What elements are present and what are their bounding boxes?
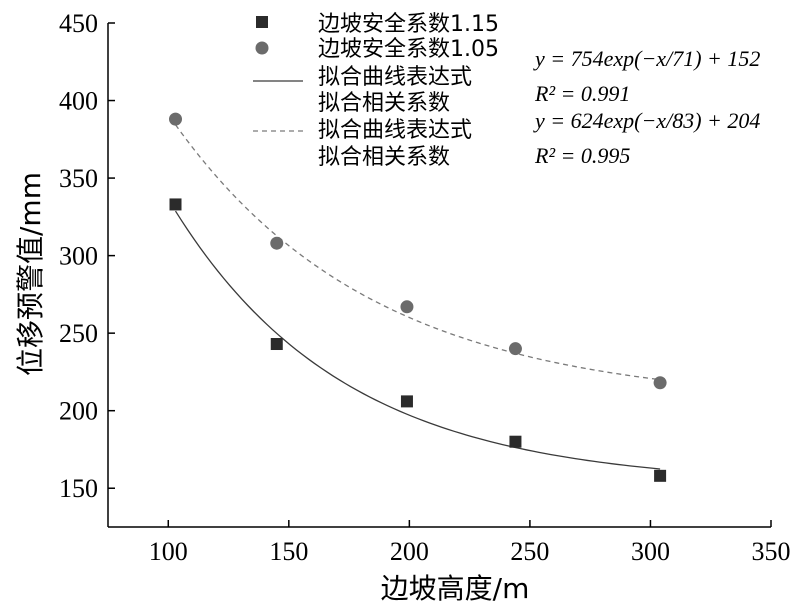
legend-label-fit-2-r2: 拟合相关系数 [318, 145, 450, 170]
legend-circle-marker [255, 41, 269, 55]
legend-label-series-2: 边坡安全系数1.05 [318, 37, 499, 62]
circle-marker [653, 376, 667, 390]
square-marker [400, 395, 413, 408]
x-tick-label: 250 [510, 537, 549, 566]
square-marker [169, 198, 182, 211]
legend-label-fit-2: 拟合曲线表达式 [318, 118, 472, 143]
square-marker [509, 435, 522, 448]
fit-1-equation: y = 754exp(−x/71) + 152 [533, 46, 760, 71]
legend-label-fit-1: 拟合曲线表达式 [318, 65, 472, 90]
x-tick-label: 350 [752, 537, 791, 566]
fit-2-r2: R² = 0.995 [534, 143, 630, 168]
x-tick-label: 300 [631, 537, 670, 566]
y-tick-label: 250 [59, 319, 98, 348]
fit-2-equation: y = 624exp(−x/83) + 204 [533, 108, 760, 133]
fit-lines [174, 124, 661, 470]
circle-marker [169, 112, 183, 126]
y-tick-label: 150 [59, 474, 98, 503]
y-tick-label: 450 [59, 9, 98, 38]
x-axis-title: 边坡高度/m [381, 572, 530, 605]
y-axis-title: 位移预警值/mm [14, 172, 47, 376]
y-tick-label: 200 [59, 397, 98, 426]
fit-curve-1 [174, 210, 661, 470]
x-tick-label: 200 [390, 537, 429, 566]
axes: 100 150 200 250 300 350 150 200 250 300 350 400 450 [59, 9, 791, 566]
y-tick-label: 350 [59, 164, 98, 193]
fit-curve-2 [174, 124, 661, 381]
data-markers [169, 112, 667, 482]
square-marker [654, 469, 667, 482]
x-tick-label: 150 [269, 537, 308, 566]
y-tick-label: 400 [59, 87, 98, 116]
fit-1-r2: R² = 0.991 [534, 81, 630, 106]
x-tick-label: 100 [149, 537, 188, 566]
circle-marker [270, 236, 284, 250]
legend-square-marker [256, 16, 268, 28]
y-tick-label: 300 [59, 242, 98, 271]
circle-marker [400, 300, 414, 314]
circle-marker [508, 342, 522, 356]
square-marker [270, 338, 283, 351]
legend-label-fit-1-r2: 拟合相关系数 [318, 91, 450, 116]
legend-label-series-1: 边坡安全系数1.15 [318, 12, 499, 37]
